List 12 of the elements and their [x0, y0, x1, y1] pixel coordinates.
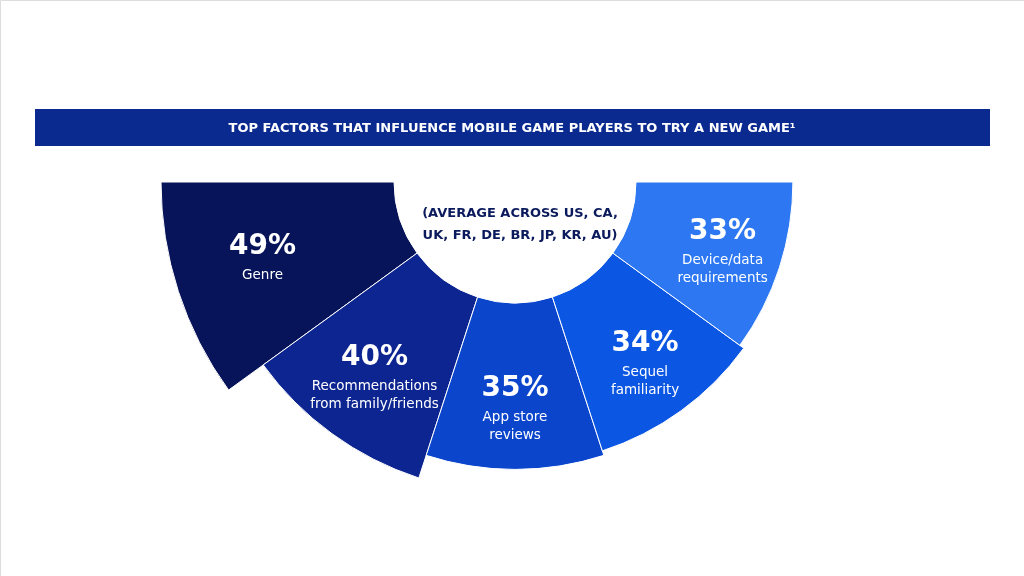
data-label: 49% — [229, 228, 297, 262]
data-label: 35% — [481, 370, 549, 404]
category-label: App store reviews — [482, 408, 548, 443]
data-label: 33% — [689, 213, 757, 247]
data-label: 40% — [341, 339, 409, 373]
category-label: Device/data requirements — [677, 251, 768, 286]
data-label: 34% — [611, 324, 679, 358]
text: (AVERAGE ACROSS US, CA, UK, FR, DE, BR, JP, KR, AU) — [422, 205, 618, 242]
category-label: Sequel familiarity — [610, 362, 680, 397]
category-label: Recommendations from family/friends — [310, 377, 439, 412]
category-label: Genre — [242, 266, 283, 283]
text: TOP FACTORS THAT INFLUENCE MOBILE GAME PLAYERS TO TRY A NEW GAME¹ — [228, 120, 796, 135]
